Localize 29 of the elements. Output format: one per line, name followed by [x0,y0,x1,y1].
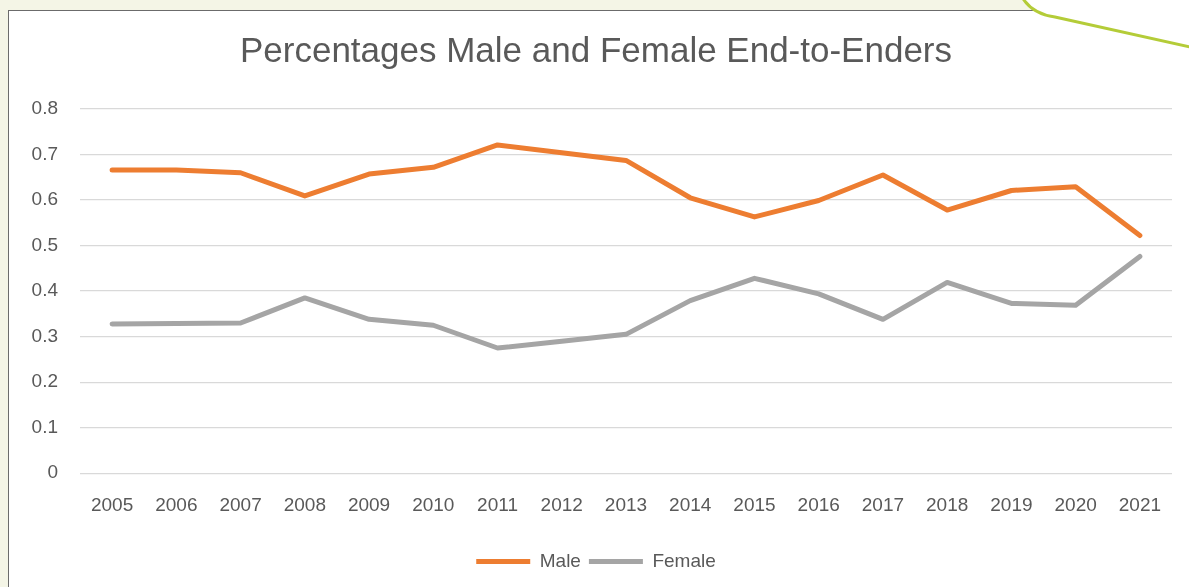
y-tick-label: 0.8 [31,97,58,119]
chart-title: Percentages Male and Female End-to-Enders [239,29,953,69]
y-tick-label: 0.3 [31,324,58,346]
x-tick-label: 2006 [155,493,198,515]
y-tick-label: 0.7 [31,142,58,164]
x-tick-label: 2011 [477,493,518,515]
x-tick-label: 2009 [347,493,391,515]
y-tick-label: 0.6 [31,188,58,210]
x-tick-label: 2020 [1054,493,1097,515]
y-tick-label: 0 [47,461,58,483]
y-tick-label: 0.5 [31,233,58,255]
x-tick-label: 2015 [733,493,776,515]
x-tick-label: 2007 [219,493,262,515]
x-tick-label: 2014 [669,493,712,515]
x-tick-label: 2017 [861,493,905,515]
y-tick-label: 0.1 [31,415,58,437]
x-tick-label: 2018 [926,493,969,515]
x-tick-label: 2008 [283,493,326,515]
x-tick-label: 2010 [412,493,455,515]
y-tick-label: 0.4 [31,279,59,301]
x-tick-label: 2021 [1118,493,1162,515]
x-tick-label: 2019 [990,493,1033,515]
x-tick-label: 2016 [797,493,840,515]
x-tick-label: 2005 [90,493,134,515]
legend-label: Male [539,549,581,571]
x-tick-label: 2012 [540,493,583,515]
y-tick-label: 0.2 [31,370,58,392]
x-tick-label: 2013 [604,493,648,515]
legend-label: Female [652,549,716,571]
